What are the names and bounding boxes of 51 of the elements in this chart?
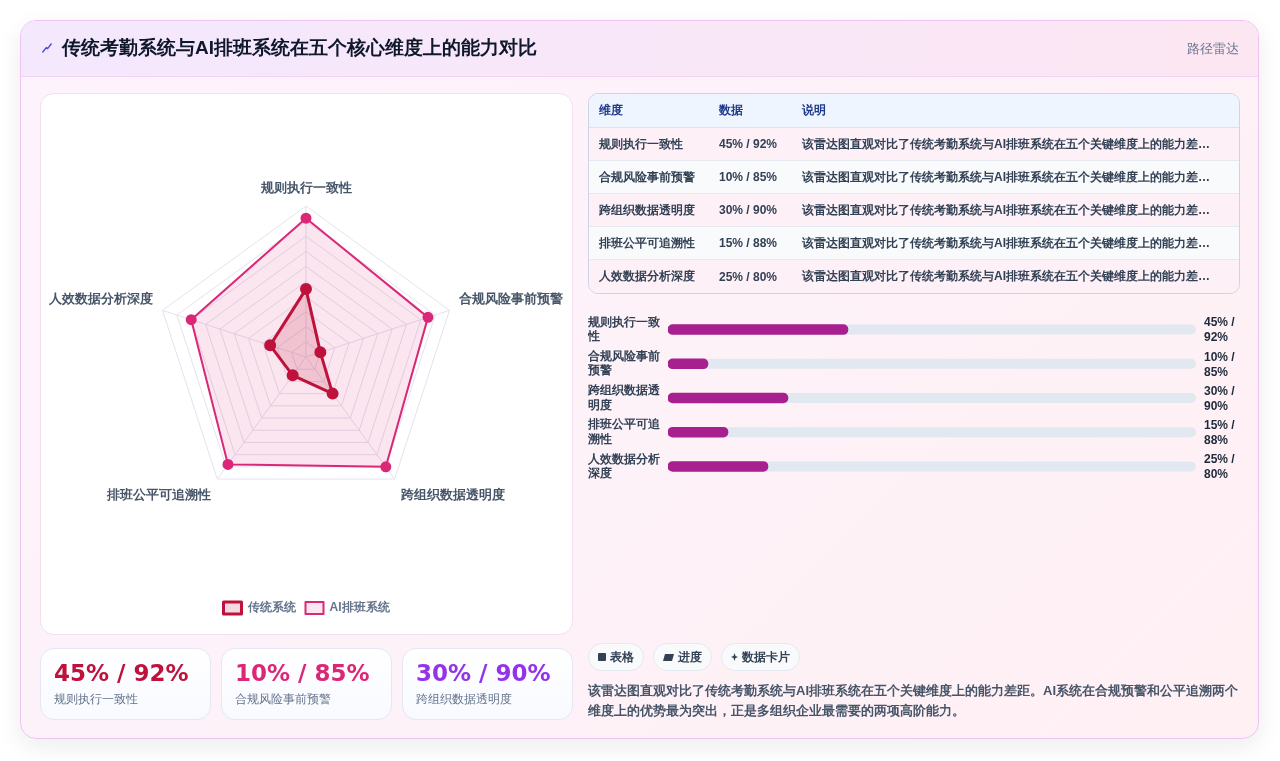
data-label: 15% / 88% <box>1204 418 1236 448</box>
category-label: 进度 <box>678 648 702 666</box>
category-label: 排班公平可追溯性 <box>598 234 696 252</box>
y-tick-label: 排班公平可追溯性 <box>587 417 661 446</box>
text: 该雷达图直观对比了传统考勤系统与AI排班系统在五个关键维度上的能力差… <box>801 201 1211 219</box>
spoke-label: 跨组织数据透明度 <box>399 486 505 502</box>
text: 该雷达图直观对比了传统考勤系统与AI排班系统在五个关键维度上的能力差距。AI系统在合规预警和公平追溯两个维度上的优势最为突出，正是多组织企业最需要的两项高阶能力。 <box>588 682 1239 720</box>
legend-label: 传统系统 <box>246 600 297 615</box>
text: 45% / 92% <box>54 659 190 687</box>
spoke-label: 人效数据分析深度 <box>48 291 153 307</box>
text: 30% / 90% <box>416 659 552 687</box>
bar <box>668 426 729 438</box>
bar <box>668 392 789 404</box>
text: 维度 <box>598 102 624 119</box>
text: 10% / 85% <box>235 659 371 687</box>
data-label: 25% / 80% <box>1204 452 1236 482</box>
y-tick-label: 跨组织数据透明度 <box>587 383 660 412</box>
text: 30% / 90% <box>718 203 779 217</box>
y-tick-label: 合规风险事前预警 <box>587 348 660 378</box>
spoke-label: 排班公平可追溯性 <box>106 486 212 502</box>
text: 数据 <box>718 102 744 119</box>
category-label: 规则执行一致性 <box>54 691 139 708</box>
category-label: 人效数据分析深度 <box>598 268 696 285</box>
text: 该雷达图直观对比了传统考勤系统与AI排班系统在五个关键维度上的能力差… <box>801 234 1211 252</box>
text: 15% / 88% <box>718 236 779 250</box>
category-label: 规则执行一致性 <box>598 135 684 153</box>
category-label: 合规风险事前预警 <box>235 691 332 708</box>
text: 25% / 80% <box>718 269 779 284</box>
bar <box>668 358 709 370</box>
y-tick-label: 人效数据分析深度 <box>587 451 660 480</box>
data-label: 10% / 85% <box>1204 349 1236 379</box>
data-label: 45% / 92% <box>1204 315 1236 345</box>
category-label: 数据卡片 <box>742 648 790 666</box>
text: 该雷达图直观对比了传统考勤系统与AI排班系统在五个关键维度上的能力差… <box>801 268 1211 285</box>
category-label: 跨组织数据透明度 <box>598 201 696 219</box>
chart-title: 传统考勤系统与AI排班系统在五个核心维度上的能力对比 <box>62 36 537 60</box>
category-label: 跨组织数据透明度 <box>416 691 513 708</box>
bar <box>668 461 769 472</box>
spoke-label: 规则执行一致性 <box>259 179 352 195</box>
text: 该雷达图直观对比了传统考勤系统与AI排班系统在五个关键维度上的能力差… <box>801 135 1211 153</box>
text: 45% / 92% <box>718 137 779 151</box>
text: 该雷达图直观对比了传统考勤系统与AI排班系统在五个关键维度上的能力差… <box>801 168 1211 186</box>
category-label: 合规风险事前预警 <box>598 168 696 186</box>
category-label: 表格 <box>610 648 634 666</box>
data-label: 30% / 90% <box>1204 383 1236 413</box>
text: 10% / 85% <box>718 170 779 184</box>
text: 说明 <box>801 102 827 119</box>
spoke-label: 合规风险事前预警 <box>458 291 563 307</box>
legend-label: AI排班系统 <box>329 600 391 615</box>
y-tick-label: 规则执行一致性 <box>587 314 660 344</box>
text: 路径雷达 <box>1187 40 1239 57</box>
